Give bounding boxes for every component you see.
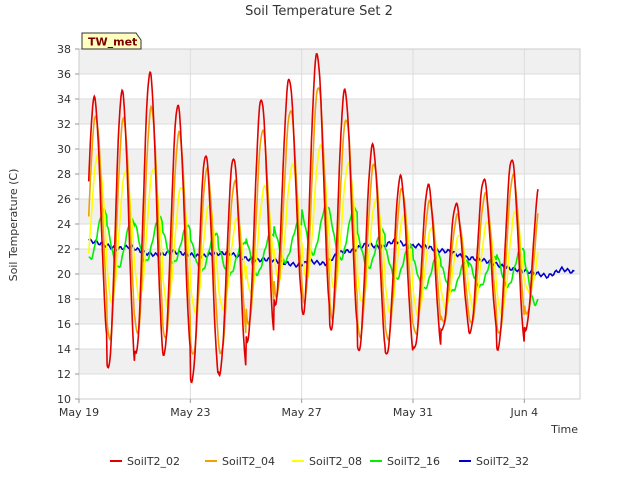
x-axis-title: Time <box>550 423 578 436</box>
grid-band <box>79 49 580 74</box>
legend-item-soilt2-02: SoilT2_02 <box>110 455 180 468</box>
y-tick-label: 14 <box>57 343 71 356</box>
grid-band <box>79 149 580 174</box>
legend-label: SoilT2_16 <box>387 455 440 468</box>
legend: SoilT2_02 SoilT2_04 SoilT2_08 SoilT2_16 Soil… <box>110 455 529 468</box>
legend-item-soilt2-04: SoilT2_04 <box>205 455 275 468</box>
x-tick-label: Jun 4 <box>509 406 538 419</box>
chart-title: Soil Temperature Set 2 <box>245 4 393 19</box>
y-tick-label: 22 <box>57 243 71 256</box>
y-axis-title: Soil Temperature (C) <box>7 169 20 282</box>
y-tick-label: 16 <box>57 318 71 331</box>
y-tick-label: 28 <box>57 168 71 181</box>
legend-item-soilt2-32: SoilT2_32 <box>459 455 529 468</box>
series-lines <box>87 53 575 384</box>
series-line-soilt2-04 <box>87 87 539 355</box>
badge-frame <box>81 32 142 50</box>
y-tick-label: 34 <box>57 93 71 106</box>
x-tick-label: May 19 <box>59 406 99 419</box>
tw-met-badge: TW_met <box>81 32 142 50</box>
y-tick-label: 20 <box>57 268 71 281</box>
legend-label: SoilT2_08 <box>309 455 362 468</box>
y-tick-label: 10 <box>57 393 71 406</box>
legend-label: SoilT2_32 <box>476 455 529 468</box>
legend-item-soilt2-16: SoilT2_16 <box>370 455 440 468</box>
y-tick-label: 32 <box>57 118 71 131</box>
series-line-soilt2-02 <box>87 53 539 384</box>
x-tick-label: May 27 <box>282 406 322 419</box>
y-tick-label: 30 <box>57 143 71 156</box>
x-axis-ticks: May 19 May 23 May 27 May 31 Jun 4 <box>59 399 538 419</box>
grid-band <box>79 99 580 124</box>
y-axis-ticks: 10 12 14 16 18 20 22 24 26 28 30 32 34 36 38 <box>57 43 79 406</box>
legend-label: SoilT2_04 <box>222 455 275 468</box>
y-tick-label: 12 <box>57 368 71 381</box>
legend-label: SoilT2_02 <box>127 455 180 468</box>
x-tick-label: May 23 <box>170 406 210 419</box>
y-tick-label: 26 <box>57 193 71 206</box>
grid-band <box>79 349 580 374</box>
x-tick-label: May 31 <box>393 406 433 419</box>
y-tick-label: 36 <box>57 68 71 81</box>
y-tick-label: 24 <box>57 218 71 231</box>
badge-label: TW_met <box>88 36 137 49</box>
legend-item-soilt2-08: SoilT2_08 <box>292 455 362 468</box>
y-tick-label: 38 <box>57 43 71 56</box>
y-tick-label: 18 <box>57 293 71 306</box>
